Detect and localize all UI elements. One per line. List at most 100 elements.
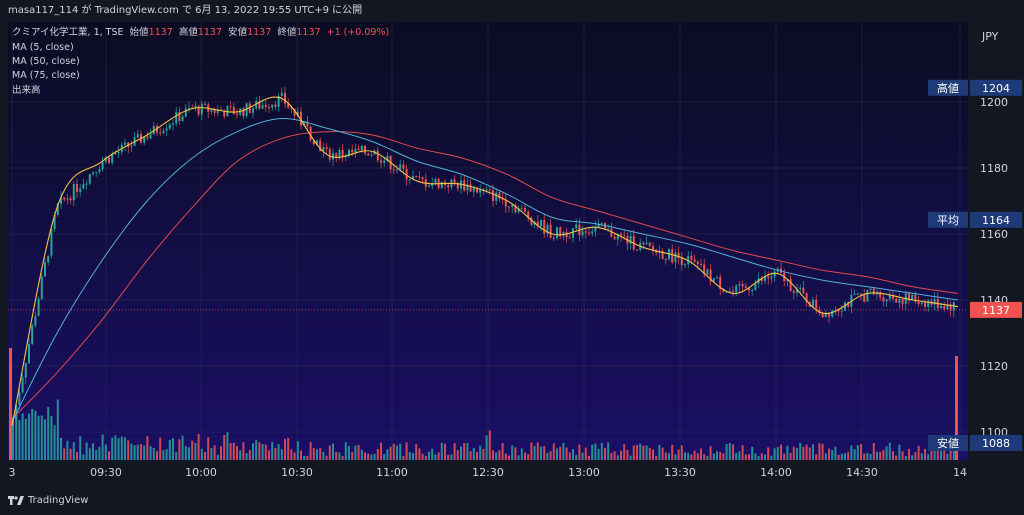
- candle-body: [396, 169, 398, 171]
- candle-body: [706, 269, 709, 275]
- volume-bar: [543, 445, 546, 460]
- legend-ma50[interactable]: MA (50, close): [12, 56, 80, 67]
- candle-body: [520, 207, 523, 209]
- ma75-line: [11, 131, 959, 420]
- candle-body: [581, 231, 584, 236]
- volume-bar: [277, 444, 280, 460]
- volume-bar: [239, 450, 242, 460]
- volume-bar: [466, 442, 469, 460]
- volume-bar: [143, 445, 146, 460]
- candle-body: [895, 298, 898, 303]
- volume-bar: [536, 442, 539, 460]
- volume-bar: [863, 453, 866, 460]
- candle-body: [56, 203, 59, 215]
- tradingview-logo-icon: [8, 495, 24, 505]
- volume-bar: [412, 453, 414, 460]
- volume-bar: [72, 442, 75, 460]
- candle-body: [684, 264, 686, 266]
- candle-body: [504, 199, 507, 207]
- time-axis-ticks: 3 09:30 10:00 10:30 11:00 12:30 13:00 13:30 14:0…: [9, 466, 968, 479]
- candle-body: [860, 293, 862, 295]
- candle-body: [754, 283, 757, 291]
- candle-body: [677, 252, 680, 258]
- legend-ma75[interactable]: MA (75, close): [12, 70, 80, 81]
- volume-bar: [911, 455, 914, 460]
- volume-bar: [360, 449, 363, 460]
- volume-bar: [431, 448, 434, 460]
- volume-bar: [300, 450, 302, 460]
- volume-bar: [85, 442, 88, 460]
- candle-body: [434, 179, 437, 184]
- volume-bar: [319, 448, 322, 460]
- candle-body: [261, 104, 264, 109]
- candle-body: [194, 105, 197, 108]
- volume-bar: [482, 448, 485, 460]
- candle-body: [69, 198, 72, 201]
- time-tick-label: 14:00: [760, 466, 792, 479]
- volume-bar: [12, 419, 14, 460]
- candle-body: [300, 111, 302, 126]
- candle-body: [712, 278, 715, 282]
- volume-bar: [552, 443, 555, 460]
- volume-bar: [156, 451, 158, 460]
- volume-bar: [770, 455, 773, 460]
- volume-bar: [764, 454, 766, 460]
- volume-bar: [348, 446, 350, 460]
- volume-bar: [613, 451, 616, 460]
- candle-body: [700, 263, 702, 265]
- candle-body: [364, 145, 366, 154]
- candle-body: [840, 310, 843, 312]
- volume-bar: [376, 448, 379, 460]
- legend-volume[interactable]: 出来高: [12, 85, 41, 96]
- volume-bar: [485, 435, 488, 460]
- candle-body: [764, 276, 766, 281]
- candle-body: [76, 183, 78, 193]
- candle-body: [613, 236, 616, 240]
- marker-value: 1164: [982, 214, 1010, 227]
- price-tick-label: 1180: [980, 162, 1008, 175]
- volume-bar: [876, 451, 878, 460]
- candle-body: [447, 185, 450, 188]
- volume-bar: [245, 453, 248, 460]
- volume-bar: [895, 455, 898, 460]
- candle-body: [773, 271, 776, 277]
- candle-body: [591, 231, 594, 234]
- volume-bar: [821, 443, 824, 460]
- volume-bar: [98, 446, 101, 460]
- volume-bar: [428, 451, 430, 460]
- candle-body: [517, 208, 520, 213]
- volume-bar: [892, 451, 894, 460]
- candle-body: [370, 154, 373, 156]
- candle-body: [405, 168, 408, 180]
- symbol-line: クミアイ化学工業, 1, TSE: [12, 27, 124, 38]
- volume-bar: [280, 449, 283, 460]
- volume-bar: [703, 454, 706, 460]
- volume-bar: [520, 448, 523, 460]
- candle-body: [101, 161, 104, 170]
- candle-body: [146, 136, 149, 139]
- volume-bar: [751, 446, 754, 460]
- tradingview-logo[interactable]: TradingView: [8, 495, 88, 506]
- candle-body: [885, 299, 888, 302]
- volume-bar: [18, 419, 21, 460]
- volume-bar: [652, 449, 654, 460]
- candle-body: [914, 294, 917, 303]
- volume-bar: [335, 451, 338, 460]
- volume-bar: [492, 450, 494, 460]
- legend-ma5[interactable]: MA (5, close): [12, 42, 74, 53]
- volume-bar: [728, 442, 731, 460]
- volume-bar: [882, 449, 885, 460]
- candle-body: [172, 123, 174, 125]
- time-tick-label: 12:30: [472, 466, 504, 479]
- symbol-legend[interactable]: クミアイ化学工業, 1, TSE 始値1137 高値1137 安値1137 終値…: [12, 26, 389, 39]
- volume-bar: [498, 450, 501, 460]
- time-tick-label: 10:00: [185, 466, 217, 479]
- volume-bar: [677, 449, 680, 460]
- volume-bar: [229, 442, 232, 460]
- candle-body: [789, 279, 792, 291]
- candle-body: [44, 262, 46, 277]
- volume-bar: [15, 415, 18, 460]
- volume-bar: [719, 452, 722, 460]
- candle-body: [844, 302, 846, 311]
